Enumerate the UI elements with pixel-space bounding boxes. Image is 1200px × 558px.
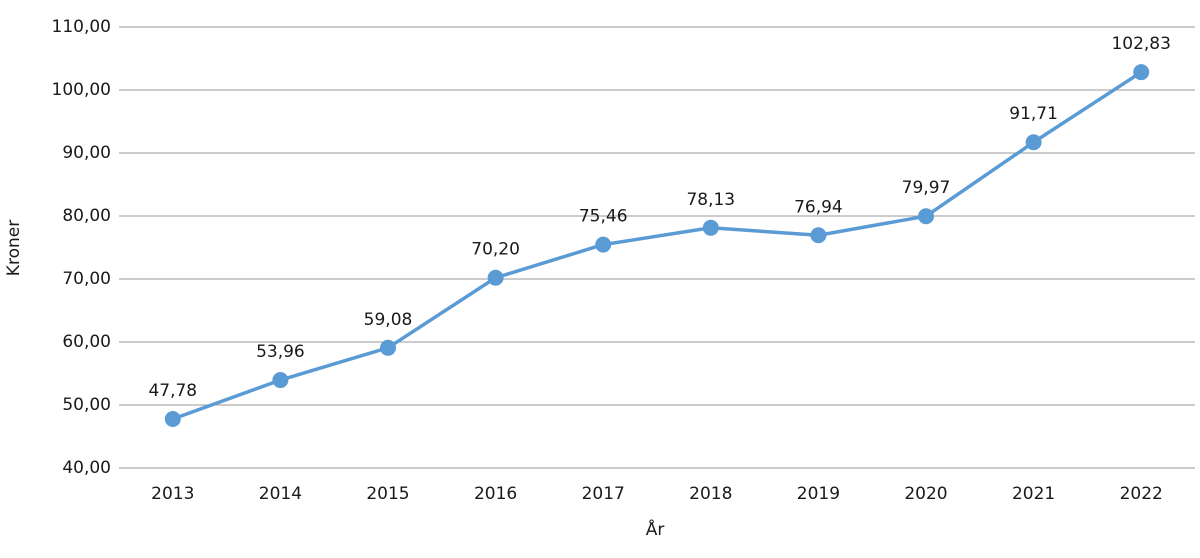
data-point: [380, 339, 396, 356]
line: [172, 70, 1143, 421]
data-point: [272, 372, 289, 389]
data-point: [1025, 134, 1042, 151]
x-tick-label: 2020: [904, 484, 947, 504]
y-tick-label: 110,00: [52, 17, 111, 37]
y-tick-label: 60,00: [62, 332, 111, 352]
x-tick-label: 2022: [1120, 484, 1163, 504]
data-label: 79,97: [902, 178, 951, 198]
data-label: 102,83: [1111, 34, 1170, 54]
y-tick-label: 90,00: [62, 143, 111, 163]
x-tick-label: 2015: [366, 484, 409, 504]
y-tick-label: 50,00: [62, 395, 111, 415]
data-label: 78,13: [686, 190, 735, 210]
data-point: [164, 410, 181, 427]
data-point: [918, 208, 934, 225]
data-point: [1133, 64, 1150, 81]
data-label: 70,20: [471, 240, 520, 260]
x-axis-label: År: [646, 518, 665, 540]
data-point: [595, 236, 612, 253]
y-axis-label: Kroner: [4, 220, 24, 276]
x-tick-label: 2019: [797, 484, 840, 504]
data-point: [810, 227, 827, 244]
data-label: 91,71: [1009, 104, 1058, 124]
x-tick-label: 2013: [151, 484, 194, 504]
x-tick-label: 2016: [474, 484, 517, 504]
data-label: 75,46: [579, 207, 628, 227]
data-label: 53,96: [256, 342, 305, 362]
x-tick-label: 2017: [582, 484, 625, 504]
data-point: [702, 219, 719, 236]
data-label: 59,08: [364, 310, 413, 330]
data-label: 47,78: [148, 381, 197, 401]
y-tick-label: 100,00: [52, 80, 111, 100]
y-tick-label: 70,00: [62, 269, 111, 289]
y-tick-label: 80,00: [62, 206, 111, 226]
x-tick-label: 2021: [1012, 484, 1055, 504]
data-point: [487, 269, 504, 286]
y-tick-label: 40,00: [62, 458, 111, 478]
x-tick-label: 2014: [259, 484, 302, 504]
x-tick-label: 2018: [689, 484, 732, 504]
data-label: 76,94: [794, 197, 843, 217]
